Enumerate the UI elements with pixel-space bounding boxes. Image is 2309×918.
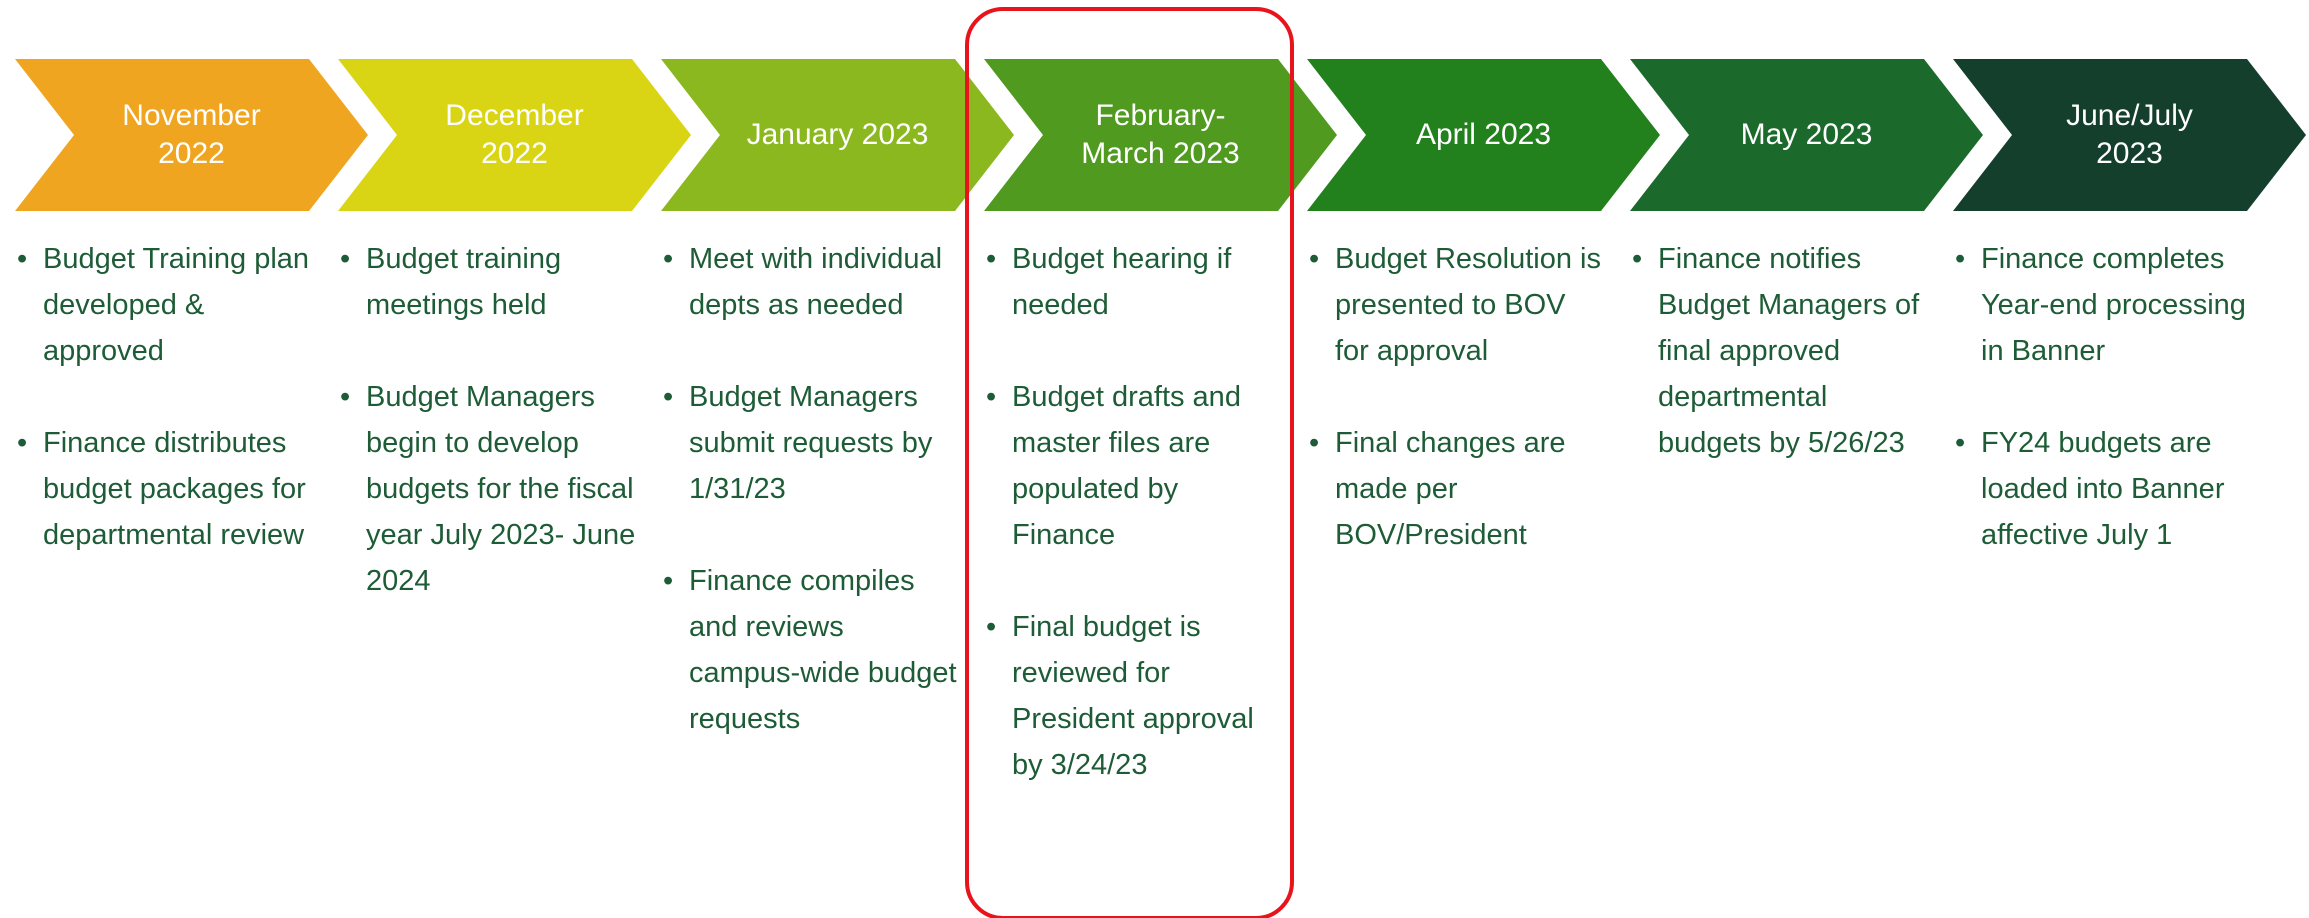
column: Budget Training plan developed & approve…: [15, 236, 315, 604]
bullet-item: Finance completes Year-end processing in…: [1953, 236, 2253, 374]
header-text: December 2022: [445, 99, 584, 170]
bullet-item: Budget Managers begin to develop budgets…: [338, 374, 638, 604]
header-text: November 2022: [122, 99, 261, 170]
column: Finance notifies Budget Managers of fina…: [1630, 236, 1930, 512]
header-text: June/July 2023: [2066, 99, 2193, 170]
header: May 2023: [1660, 59, 1954, 211]
bullet-item: Budget Managers submit requests by 1/31/…: [661, 374, 961, 512]
column: Budget Resolution is presented to BOV fo…: [1307, 236, 1607, 604]
bullet-item: Budget drafts and master files are popul…: [984, 374, 1284, 558]
bullet-item: Finance distributes budget packages for …: [15, 420, 315, 558]
bullet-item: Budget Resolution is presented to BOV fo…: [1307, 236, 1607, 374]
bullet-item: Final changes are made per BOV/President: [1307, 420, 1607, 558]
chevron: [661, 59, 1014, 211]
column: Budget hearing if needed Budget drafts an…: [984, 236, 1284, 834]
header: April 2023: [1337, 59, 1631, 211]
header-text: April 2023: [1415, 118, 1552, 151]
header-text: May 2023: [1740, 118, 1873, 151]
header: June/July 2023: [1983, 59, 2277, 211]
bullet-item: Budget training meetings held: [338, 236, 638, 328]
highlight-box: [965, 7, 1294, 918]
column: Budget training meetings held Budget Mana…: [338, 236, 638, 650]
bullet-item: Budget Training plan developed & approve…: [15, 236, 315, 374]
bullet-item: Finance notifies Budget Managers of fina…: [1630, 236, 1930, 466]
bullet-item: FY24 budgets are loaded into Banner affe…: [1953, 420, 2253, 558]
header-text: February-March 2023: [1081, 99, 1240, 170]
header: February-March 2023: [1014, 59, 1308, 211]
chevron: [15, 59, 368, 211]
chevron: [984, 59, 1337, 211]
chevron: [338, 59, 691, 211]
chevron: [1307, 59, 1660, 211]
header: November 2022: [45, 59, 339, 211]
header-text: January 2023: [746, 118, 929, 151]
bullet-item: Budget hearing if needed: [984, 236, 1284, 328]
header: December 2022: [368, 59, 662, 211]
chevron: [1953, 59, 2306, 211]
bullet-item: Final budget is reviewed for President a…: [984, 604, 1284, 788]
bullet-item: Meet with individual depts as needed: [661, 236, 961, 328]
column: Meet with individual depts as needed Budg…: [661, 236, 961, 788]
chevron: [1630, 59, 1983, 211]
header: January 2023: [691, 59, 985, 211]
column: Finance completes Year-end processing in…: [1953, 236, 2253, 604]
bullet-item: Finance compiles and reviews campus-wide…: [661, 558, 961, 742]
